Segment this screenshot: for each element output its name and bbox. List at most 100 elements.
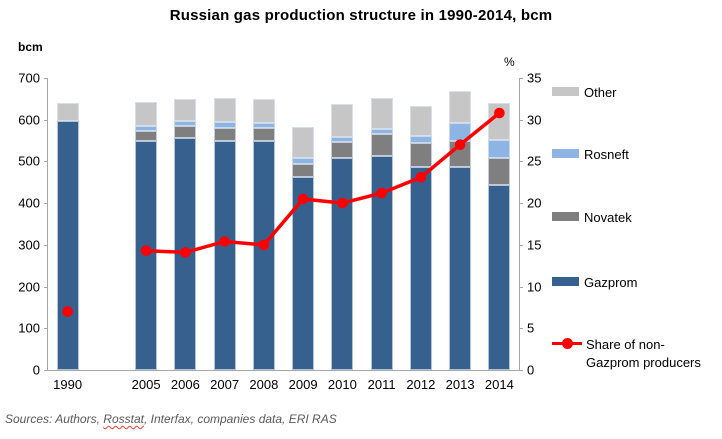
left-axis-tick-label-700: 700 [18,70,40,86]
x-axis-label-1990: 1990 [53,377,83,392]
share-line-point-2014 [494,107,505,119]
bar-segment-novatek-2014 [488,158,511,186]
right-axis-tick-mark [519,119,523,121]
share-line-point-2010 [337,197,348,209]
share-line-point-2008 [258,239,270,251]
bar-segment-novatek-2005 [135,131,158,142]
x-axis-label-2010: 2010 [327,377,357,392]
bar-segment-rosneft-2008 [252,122,275,129]
left-axis-unit-label: bcm [18,40,43,54]
left-axis-tick-mark [44,370,48,371]
right-axis-tick-label-0: 0 [527,362,535,378]
left-axis-tick-mark [44,161,48,163]
right-axis-tick-mark [519,286,523,288]
right-axis-tick-label-20: 20 [527,195,542,211]
bar-segment-other-2005 [135,102,158,126]
bar-segment-other-2012 [409,105,432,137]
plot-area: 0 100 200 300 400 500 600 700 0 5 10 15 20 25 30 35 1990… [18,71,541,393]
bar-segment-gazprom-2012 [409,166,432,370]
legend-item-rosneft: Rosneft [552,146,629,164]
left-axis-tick-label-0: 0 [32,362,40,378]
legend-swatch-icon [552,212,579,221]
bar-segment-novatek-2011 [370,134,393,157]
right-axis-tick-label-25: 25 [527,153,542,169]
bar-segment-other-2006 [174,98,197,121]
left-axis-tick-label-200: 200 [18,279,40,295]
x-axis-label-2014: 2014 [484,377,514,392]
bar-segment-other-1990 [56,102,79,122]
share-line-point-1990 [62,306,73,317]
bar-segment-rosneft-2007 [213,121,236,129]
left-axis-tick-mark [44,203,48,205]
left-axis-tick-label-100: 100 [18,320,40,336]
left-axis-tick-label-400: 400 [18,195,40,211]
bar-segment-rosneft-2012 [409,136,432,144]
legend-line-marker-icon [552,336,582,351]
legend-item-other: Other [552,84,617,102]
right-axis-tick-label-30: 30 [527,112,542,128]
bar-segment-novatek-2008 [252,128,275,141]
bar-segment-gazprom-2014 [488,185,511,370]
bar-segment-other-2013 [449,90,472,124]
bar-segment-novatek-2009 [292,163,315,178]
bar-segment-rosneft-2009 [292,157,315,164]
share-line-point-2013 [454,139,466,150]
share-line-point-2007 [219,236,230,247]
x-axis-label-2005: 2005 [131,377,161,392]
left-axis-tick-label-600: 600 [18,112,40,128]
x-axis-label-2007: 2007 [210,377,240,392]
right-axis-tick-mark [519,370,523,371]
bar-segment-gazprom-2010 [331,157,354,370]
right-axis-tick-mark [519,203,523,205]
bar-segment-gazprom-2009 [292,177,315,370]
bar-segment-gazprom-1990 [56,121,79,370]
share-line-path [146,111,501,255]
bar-segment-novatek-2012 [409,143,432,167]
legend-item-novatek: Novatek [552,209,632,227]
x-axis-label-2008: 2008 [249,377,279,392]
legend-item-gazprom: Gazprom [552,274,637,292]
bar-segment-novatek-2010 [331,142,354,158]
right-axis-tick-label-10: 10 [527,279,542,295]
bar-segment-gazprom-2011 [370,156,393,370]
left-axis-tick-label-300: 300 [18,237,40,253]
bar-segment-rosneft-2010 [331,136,354,143]
right-axis-tick-mark [519,78,523,79]
bar-segment-other-2007 [213,98,236,122]
bar-segment-other-2011 [370,98,393,129]
source-note-prefix: Sources: Authors, [5,412,104,426]
right-axis-tick-label-35: 35 [527,70,542,86]
bar-segment-rosneft-2005 [135,125,158,132]
bar-segment-rosneft-2014 [488,139,511,159]
source-note: Sources: Authors, Rosstat, Interfax, com… [5,412,337,426]
chart-legend: Other Rosneft Novatek Gazprom Share of non-G… [552,78,720,378]
right-axis-tick-mark [519,244,523,246]
legend-label: Gazprom [584,275,638,290]
bar-segment-gazprom-2007 [213,140,236,370]
left-axis-tick-mark [44,119,48,121]
share-line-point-2005 [140,245,152,256]
right-axis-tick-label-15: 15 [527,237,542,253]
bar-segment-novatek-2007 [213,128,236,141]
left-axis-tick-mark [44,78,48,79]
right-axis-tick-mark [519,161,523,163]
bar-segment-rosneft-2011 [370,128,393,135]
legend-swatch-icon [552,87,579,96]
bar-segment-rosneft-2006 [174,120,197,126]
legend-item-share-of-non-gazprom-producers: Share of non-Gazprom producers [552,336,718,371]
chart-title: Russian gas production structure in 1990… [169,7,553,24]
x-axis-label-2013: 2013 [445,377,475,392]
right-axis-tick-label-5: 5 [527,320,535,336]
left-axis-tick-mark [44,244,48,246]
legend-label: Other [584,85,617,100]
legend-label: Share of non-Gazprom producers [586,337,701,370]
legend-label: Rosneft [584,147,629,162]
legend-dot-icon [562,338,573,349]
left-axis-tick-label-500: 500 [18,153,40,169]
source-note-spellchecked-word: Rosstat [103,412,144,426]
legend-swatch-icon [552,277,579,286]
x-axis-label-2006: 2006 [170,377,200,392]
bar-segment-gazprom-2008 [252,140,275,370]
bar-segment-other-2010 [331,104,354,137]
